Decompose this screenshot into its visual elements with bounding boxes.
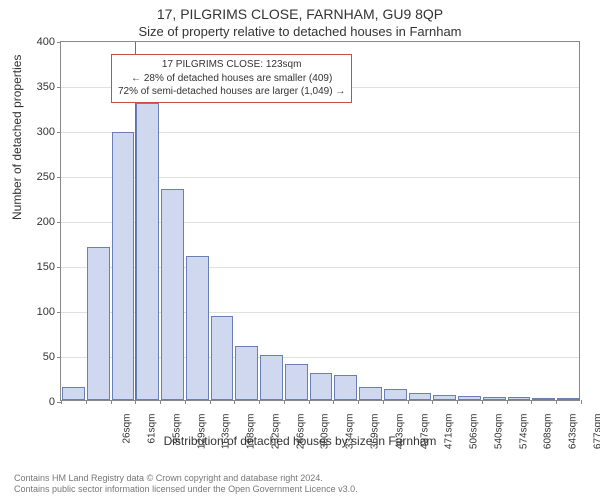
histogram-bar [532,398,555,400]
histogram-bar [260,355,283,400]
chart-subtitle: Size of property relative to detached ho… [0,22,600,41]
chart-container: 17, PILGRIMS CLOSE, FARNHAM, GU9 8QP Siz… [0,0,600,500]
y-tick-label: 350 [15,81,55,93]
histogram-bar [136,103,159,400]
histogram-bar [334,375,357,400]
y-tick-label: 200 [15,216,55,228]
histogram-bar [310,373,333,400]
footer-attribution: Contains HM Land Registry data © Crown c… [14,473,358,496]
y-tick-label: 100 [15,306,55,318]
histogram-bar [186,256,209,400]
y-tick-label: 250 [15,171,55,183]
histogram-bar [433,395,456,400]
histogram-bar [87,247,110,400]
y-tick-label: 150 [15,261,55,273]
y-tick-label: 300 [15,126,55,138]
histogram-bar [483,397,506,400]
histogram-bar [235,346,258,400]
histogram-bar [409,393,432,400]
histogram-bar [458,396,481,401]
plot-region: 17 PILGRIMS CLOSE: 123sqm ← 28% of detac… [60,41,580,401]
footer-line-1: Contains HM Land Registry data © Crown c… [14,473,358,485]
footer-line-2: Contains public sector information licen… [14,484,358,496]
page-title: 17, PILGRIMS CLOSE, FARNHAM, GU9 8QP [0,0,600,22]
annotation-line-1: 17 PILGRIMS CLOSE: 123sqm [118,58,345,72]
histogram-bar [508,397,531,400]
chart-area: 17 PILGRIMS CLOSE: 123sqm ← 28% of detac… [60,41,580,401]
histogram-bar [285,364,308,400]
histogram-bar [112,132,135,400]
histogram-bar [161,189,184,401]
histogram-bar [557,398,580,400]
annotation-box: 17 PILGRIMS CLOSE: 123sqm ← 28% of detac… [111,54,352,103]
histogram-bar [62,387,85,401]
histogram-bar [359,387,382,401]
y-tick-label: 50 [15,351,55,363]
annotation-line-3: 72% of semi-detached houses are larger (… [118,85,345,99]
histogram-bar [384,389,407,400]
y-tick-label: 0 [15,396,55,408]
histogram-bar [211,316,234,400]
annotation-line-2: ← 28% of detached houses are smaller (40… [118,72,345,86]
y-tick-label: 400 [15,36,55,48]
x-axis-label: Distribution of detached houses by size … [0,434,600,448]
